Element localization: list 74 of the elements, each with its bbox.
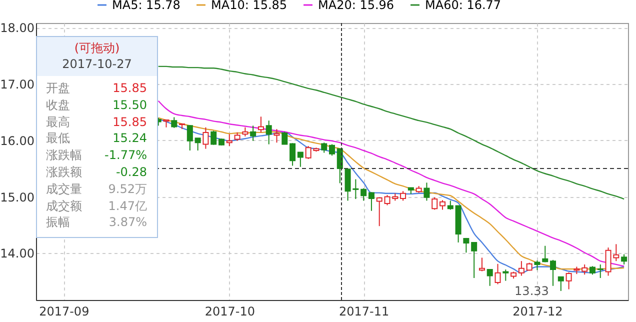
candlestick [400, 190, 406, 202]
x-tick-label: 2017-10 [204, 304, 255, 318]
candlestick [171, 116, 178, 128]
candlestick [621, 254, 628, 265]
candlestick [242, 126, 248, 137]
candlestick [274, 128, 280, 144]
annotation: 3.87% [108, 214, 147, 232]
x-tick-label: 2017-09 [39, 304, 90, 318]
candlestick [542, 245, 548, 263]
legend-label: MA5: 15.78 [112, 0, 180, 12]
y-tick-label: 17.00 [0, 77, 34, 92]
candlestick [447, 200, 454, 210]
candlestick [297, 152, 304, 168]
annotation: 最高 [46, 114, 70, 130]
candlestick [321, 142, 328, 154]
legend-label: MA60: 16.77 [425, 0, 502, 12]
candlestick [486, 269, 493, 286]
x-tick-label: 2017-12 [512, 304, 563, 318]
annotation: 15.50 [112, 96, 147, 114]
candlestick [494, 263, 501, 285]
candlestick [440, 200, 446, 210]
candlestick [210, 130, 217, 146]
candlestick [290, 142, 296, 166]
candlestick [186, 124, 193, 151]
annotation: 最低 [46, 130, 70, 148]
annotation: 涨跌幅 [46, 147, 82, 164]
candlestick [566, 272, 572, 290]
y-tick-label: 14.00 [0, 246, 34, 261]
annotation: 15.85 [112, 114, 147, 130]
annotation: 成交量 [46, 180, 82, 198]
candlestick [478, 257, 485, 272]
line-series [158, 66, 625, 200]
annotation: 收盘 [46, 96, 70, 114]
candlestick [471, 242, 478, 278]
x-tick-label: 2017-11 [339, 304, 390, 318]
candlestick [250, 125, 256, 142]
candlestick [550, 259, 556, 286]
candlestick [463, 237, 470, 254]
annotation: 开盘 [46, 80, 70, 97]
candlestick [424, 182, 430, 202]
annotation: -0.28 [116, 164, 147, 181]
candlestick [329, 144, 335, 156]
candlestick [376, 196, 382, 227]
y-tick-label: 15.00 [0, 190, 34, 204]
candlestick [558, 276, 564, 292]
candlestick [360, 188, 367, 202]
annotation: 15.24 [112, 130, 147, 148]
candlestick [226, 134, 232, 146]
candlestick [597, 264, 604, 278]
candlestick [194, 138, 201, 151]
annotation: 成交额 [46, 198, 82, 214]
annotation: (可拖动) [73, 40, 121, 56]
candlestick [518, 260, 524, 276]
legend-label: MA10: 15.85 [211, 0, 288, 12]
candlestick [368, 192, 374, 212]
annotation: -1.77% [104, 147, 147, 164]
candlestick [582, 264, 588, 276]
annotation: 2017-10-27 [61, 56, 133, 72]
legend-label: MA20: 15.96 [318, 0, 394, 12]
annotation: 15.85 [112, 80, 147, 97]
candlestick [502, 269, 509, 282]
annotation: 1.47亿 [108, 198, 147, 214]
candlestick [258, 116, 264, 133]
candlestick [282, 131, 288, 145]
candlestick [432, 196, 438, 210]
annotation: 13.33 [514, 284, 549, 298]
candlestick [534, 260, 540, 271]
annotation: 振幅 [46, 214, 70, 232]
y-tick-label: 16.00 [0, 134, 34, 148]
annotation: 涨跌额 [46, 164, 82, 181]
candlestick [202, 126, 209, 150]
annotation: 9.52万 [108, 180, 147, 198]
candlestick [266, 120, 272, 145]
y-tick-label: 18.00 [0, 21, 34, 36]
